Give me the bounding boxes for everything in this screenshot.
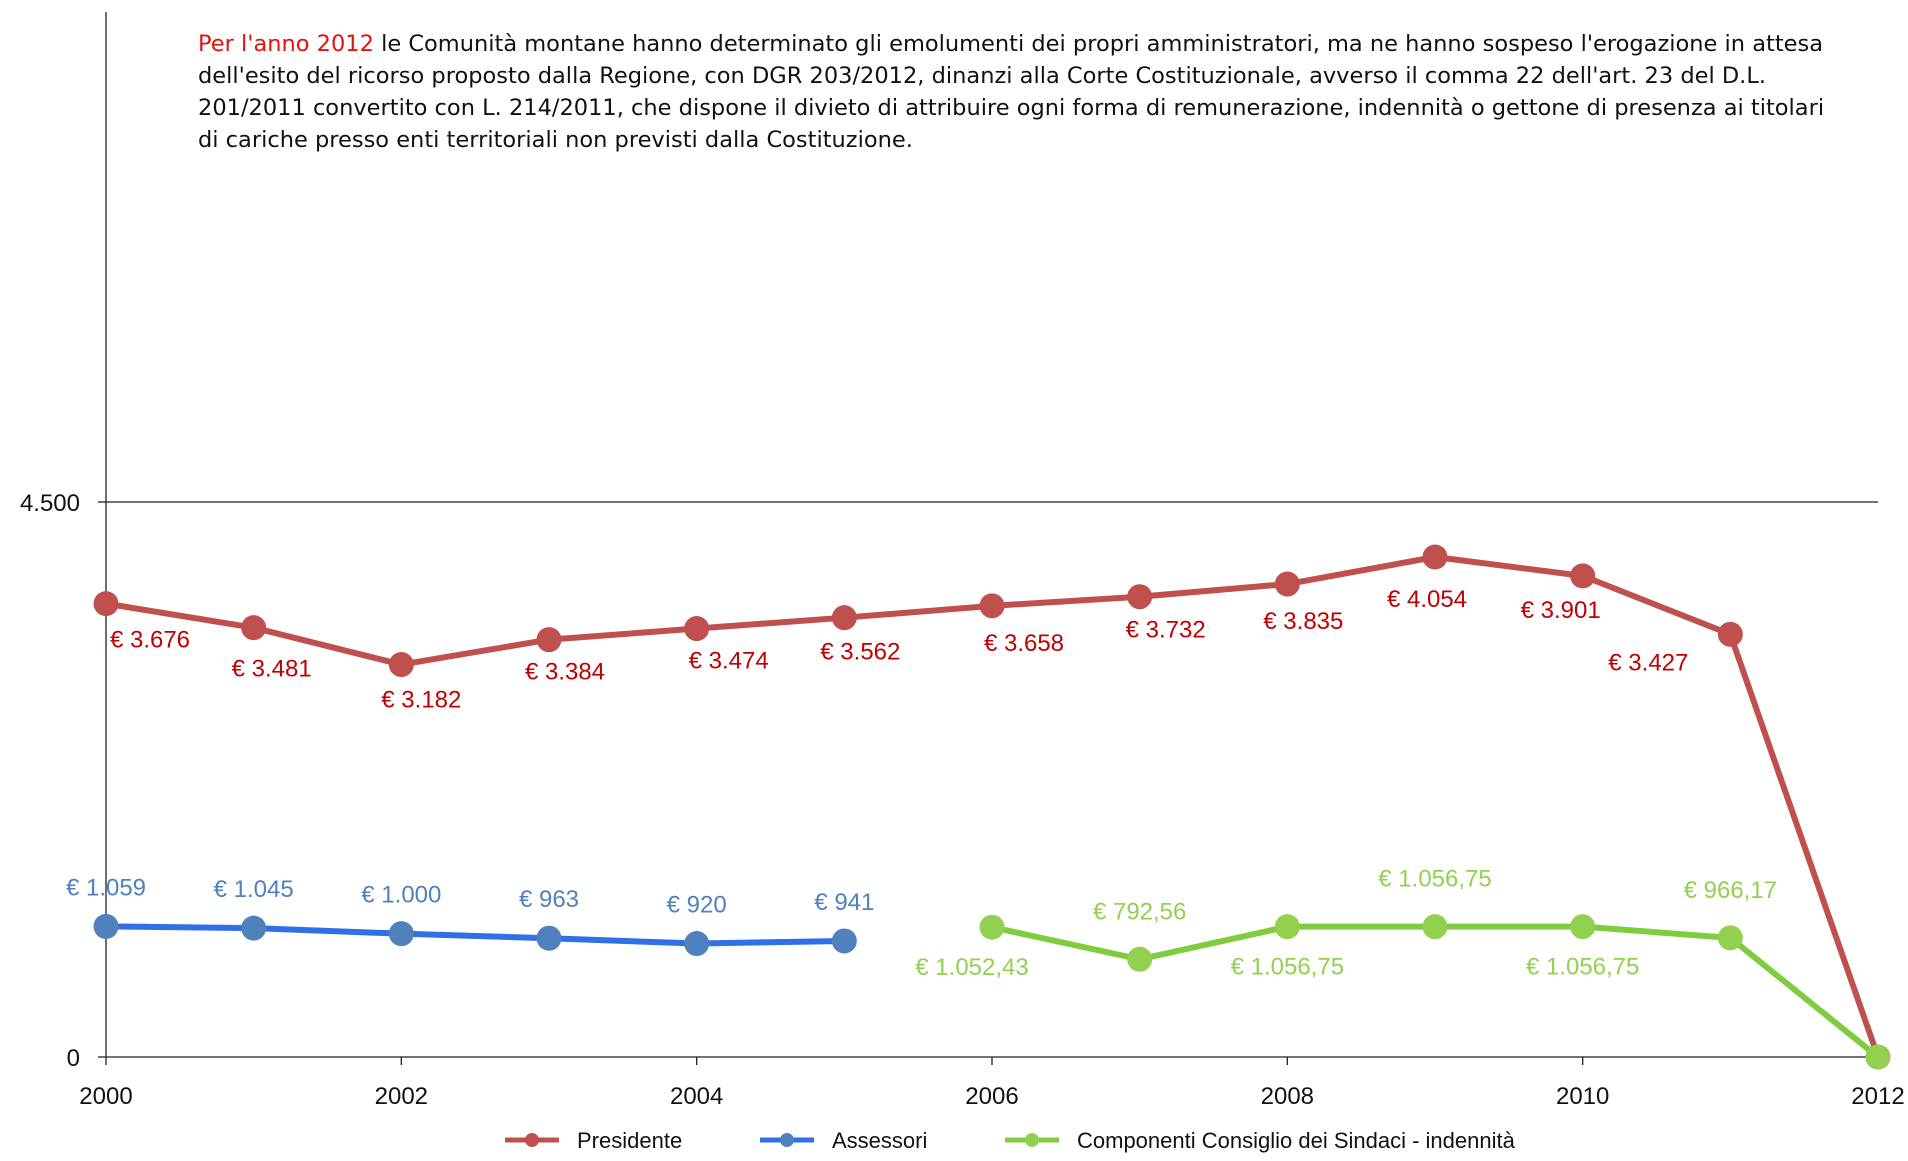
data-label: € 1.056,75 [1231,954,1344,981]
data-label: € 1.056,75 [1378,866,1491,893]
data-label: € 4.054 [1387,586,1467,613]
x-tick-label: 2004 [670,1083,723,1110]
x-tick-label: 2000 [79,1083,132,1110]
data-point [1127,946,1153,972]
y-tick-label: 0 [67,1045,80,1072]
data-point [536,627,562,653]
data-label: € 3.182 [381,687,461,714]
data-label: € 1.059 [66,874,146,901]
chart-note: Per l'anno 2012 le Comunità montane hann… [198,28,1838,156]
legend-label: Presidente [577,1128,682,1153]
data-point [831,605,857,631]
data-point [1570,563,1596,589]
data-point [684,931,710,957]
data-point [684,616,710,642]
legend-marker [525,1133,539,1147]
data-point [1865,1044,1891,1070]
data-label: € 3.732 [1126,617,1206,644]
data-point [388,921,414,947]
data-label: € 3.658 [984,630,1064,657]
series-line-1 [105,923,845,947]
data-point [1717,925,1743,951]
data-point [979,593,1005,619]
data-label: € 1.000 [361,882,441,909]
data-point [979,914,1005,940]
legend-marker [1025,1133,1039,1147]
data-point [241,915,267,941]
x-tick-label: 2012 [1851,1083,1904,1110]
data-point [93,591,119,617]
data-point [1422,544,1448,570]
x-tick-label: 2008 [1261,1083,1314,1110]
data-label: € 792,56 [1093,898,1186,925]
data-point [388,652,414,678]
data-point [241,615,267,641]
data-point [1570,914,1596,940]
x-tick-label: 2010 [1556,1083,1609,1110]
data-point [536,925,562,951]
data-label: € 1.056,75 [1526,954,1639,981]
legend-label: Assessori [832,1128,927,1153]
data-label: € 3.384 [525,659,605,686]
data-point [1127,584,1153,610]
data-point [1274,914,1300,940]
data-label: € 3.835 [1263,608,1343,635]
legend-marker [780,1133,794,1147]
note-text: le Comunità montane hanno determinato gl… [198,31,1825,153]
data-point [1274,571,1300,597]
data-label: € 966,17 [1684,877,1777,904]
data-point [831,928,857,954]
data-label: € 3.676 [110,627,190,654]
x-tick-label: 2002 [375,1083,428,1110]
data-label: € 941 [814,889,874,916]
series-line-2 [991,923,1880,1060]
x-tick-label: 2006 [965,1083,1018,1110]
data-label: € 1.052,43 [915,954,1028,981]
data-label: € 963 [519,886,579,913]
data-label: € 920 [667,892,727,919]
data-label: € 3.562 [820,639,900,666]
data-label: € 3.481 [232,656,312,683]
data-point [1422,914,1448,940]
y-tick-label: 4.500 [20,490,80,517]
data-point [93,913,119,939]
data-label: € 1.045 [214,876,294,903]
data-label: € 3.474 [689,648,769,675]
note-highlight: Per l'anno 2012 [198,31,374,57]
data-point [1717,621,1743,647]
data-label: € 3.427 [1608,649,1688,676]
data-label: € 3.901 [1521,597,1601,624]
legend-label: Componenti Consiglio dei Sindaci - inden… [1077,1128,1516,1153]
